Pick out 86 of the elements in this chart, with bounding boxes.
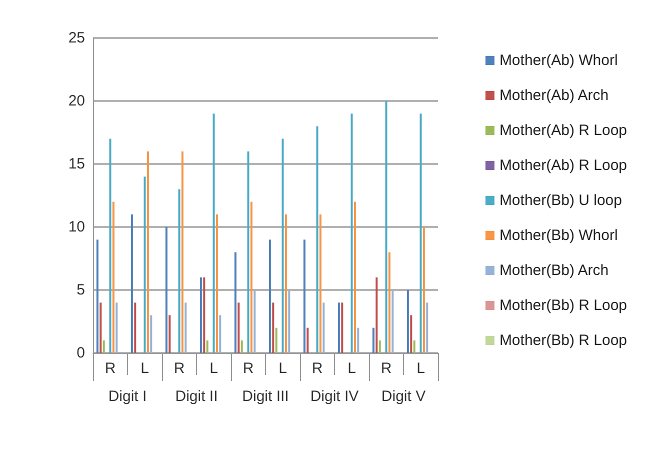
bar [234, 252, 236, 353]
bar [422, 227, 425, 353]
bar [178, 189, 180, 353]
legend-label: Mother(Bb) Whorl [499, 227, 618, 244]
bar [354, 202, 356, 353]
bar [426, 302, 428, 353]
bar [203, 277, 206, 353]
bar [388, 252, 390, 353]
bar [238, 302, 240, 353]
bar [254, 290, 256, 353]
x-tick-label: L [416, 360, 425, 377]
bar [146, 151, 149, 353]
legend-label: Mother(Bb) U loop [499, 192, 622, 209]
bar [272, 302, 274, 353]
legend-label: Mother(Ab) R Loop [499, 122, 628, 139]
bar [144, 176, 146, 353]
bar [316, 126, 318, 353]
bar [168, 315, 171, 353]
bar [109, 138, 112, 353]
bar [206, 340, 208, 353]
bar [319, 214, 322, 353]
bar [385, 101, 388, 353]
y-tick-label: 25 [68, 30, 85, 46]
x-tick-label: L [278, 360, 287, 377]
legend-label: Mother(Ab) R Loop [499, 157, 628, 174]
y-tick-label: 10 [68, 218, 85, 236]
x-tick-label: L [348, 360, 356, 377]
bar [184, 302, 187, 353]
bar [288, 290, 290, 353]
bar [338, 302, 340, 353]
bar [165, 227, 168, 353]
bar [134, 302, 136, 353]
bar [392, 290, 394, 353]
x-tick-label: R [312, 360, 323, 377]
bar [150, 315, 152, 353]
x-tick-label: R [104, 360, 116, 377]
bar [282, 138, 284, 353]
x-tick-label: L [140, 360, 149, 377]
bar [130, 214, 133, 353]
text: Digit IV [310, 388, 359, 405]
x-tick-label: R [174, 360, 185, 377]
bar [112, 202, 114, 353]
bar [275, 328, 278, 353]
bar [284, 214, 287, 353]
y-tick-label: 0 [76, 344, 85, 362]
text: Digit V [381, 388, 426, 405]
legend-label: Mother(Bb) R Loop [499, 332, 628, 349]
x-tick-label: R [242, 360, 254, 377]
x-tick-label: R [380, 360, 392, 377]
bar [410, 315, 412, 353]
y-tick-label: 20 [68, 92, 85, 110]
bar [116, 302, 118, 353]
y-tick-label: 15 [68, 156, 85, 172]
bar [420, 114, 422, 353]
bar [100, 302, 102, 353]
bar [376, 277, 378, 353]
bar [240, 340, 243, 353]
bar [250, 202, 252, 353]
bar [322, 302, 325, 353]
legend-label: Mother(Ab) Whorl [499, 52, 618, 69]
text: Digit II [175, 388, 218, 405]
bar [102, 340, 105, 353]
x-tick-label: L [210, 360, 218, 377]
bar [350, 114, 353, 353]
bar [341, 302, 344, 353]
bar [406, 290, 409, 353]
legend-label: Mother(Bb) R Loop [499, 297, 628, 314]
y-tick-label: 5 [76, 282, 85, 298]
bar [200, 277, 202, 353]
text: Digit I [108, 388, 147, 405]
bar [413, 340, 416, 353]
bar [96, 240, 98, 353]
bar [216, 214, 218, 353]
bar [303, 240, 306, 353]
bar [212, 114, 215, 353]
bar [268, 240, 271, 353]
bar [372, 328, 374, 353]
bar [247, 151, 250, 353]
bar [378, 340, 381, 353]
legend-label: Mother(Ab) Arch [499, 87, 609, 104]
bar [219, 315, 222, 353]
bar [357, 328, 360, 353]
bar [306, 328, 309, 353]
bar [181, 151, 184, 353]
text: Digit III [242, 388, 289, 405]
legend-label: Mother(Bb) Arch [499, 262, 609, 279]
